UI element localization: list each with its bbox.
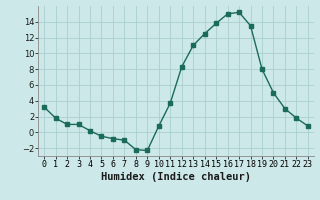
X-axis label: Humidex (Indice chaleur): Humidex (Indice chaleur) bbox=[101, 172, 251, 182]
